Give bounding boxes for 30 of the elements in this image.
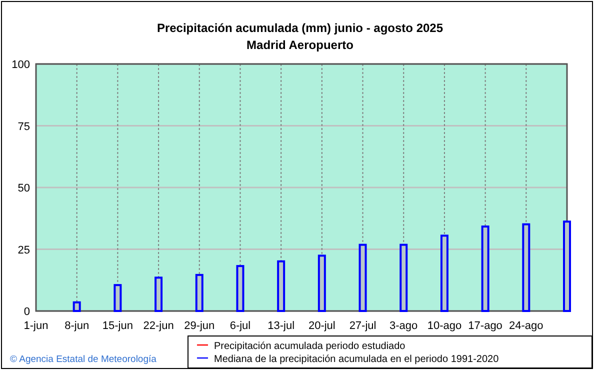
x-tick-label: 29-jun [184,320,215,332]
chart-title: Precipitación acumulada (mm) junio - agosto 2025 [156,21,444,35]
x-tick-label: 13-jul [268,320,295,332]
legend-label: Precipitación acumulada periodo estudiado [214,341,406,352]
x-tick-label: 22-jun [143,320,174,332]
x-tick-label: 17-ago [468,320,502,332]
x-tick-label: 10-ago [427,320,462,332]
bar [236,265,244,312]
x-tick-label: 8-jun [64,320,90,332]
x-tick-label: 20-jul [308,320,336,332]
bar [195,274,204,312]
x-tick-label: 15-jun [102,320,133,332]
chart-subtitle: Madrid Aeropuerto [246,38,354,52]
bar [277,260,286,312]
y-tick-label: 75 [18,120,30,133]
bar [114,284,122,312]
x-tick-label: 24-ago [509,320,544,332]
y-tick-label: 50 [18,182,30,194]
x-tick-label: 27-jul [349,320,376,332]
y-tick-label: 100 [12,59,30,71]
legend-label: Mediana de la precipitación acumulada en el periodo 1991-2020 [214,354,500,365]
x-tick-label: 6-jul [230,320,251,332]
bar [72,301,81,312]
x-tick-label: 1-jun [24,320,48,332]
y-tick-label: 25 [18,244,30,256]
bar [154,276,163,312]
x-tick-label: 3-ago [390,320,418,332]
text: © Agencia Estatal de Meteorología [10,354,158,365]
y-tick-label: 0 [24,306,30,318]
bar [318,254,326,312]
